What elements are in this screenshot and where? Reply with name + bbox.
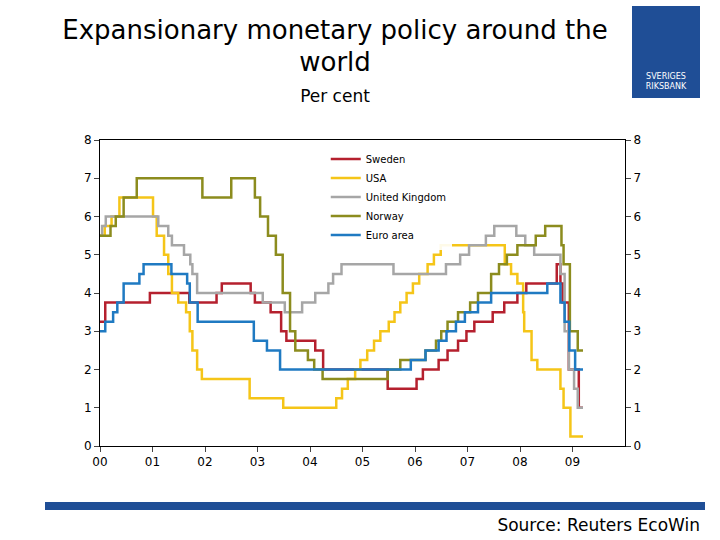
svg-text:05: 05 [355,455,370,469]
svg-text:Sweden: Sweden [366,154,406,165]
html-text:Per cent: Per cent [300,86,370,106]
svg-text:United Kingdom: United Kingdom [366,192,446,203]
svg-text:3: 3 [633,324,641,338]
svg-text:8: 8 [84,133,92,147]
svg-text:Norway: Norway [366,211,404,222]
svg-text:8: 8 [633,133,641,147]
html-text:SVERIGES RIKSBANK: SVERIGES RIKSBANK [645,72,687,91]
svg-text:7: 7 [633,171,641,185]
svg-text:USA: USA [366,173,387,184]
svg-text:09: 09 [565,455,580,469]
svg-text:06: 06 [407,455,422,469]
svg-text:1: 1 [633,401,641,415]
svg-text:01: 01 [145,455,160,469]
svg-text:07: 07 [460,455,475,469]
svg-text:4: 4 [84,286,92,300]
svg-text:02: 02 [197,455,212,469]
html-text:Expansionary monetary policy a: Expansionary monetary policy around the … [62,15,608,77]
svg-text:04: 04 [302,455,317,469]
svg-text:6: 6 [633,210,641,224]
svg-text:5: 5 [633,248,641,262]
svg-text:03: 03 [250,455,265,469]
svg-text:Euro area: Euro area [366,230,414,241]
svg-text:00: 00 [92,455,107,469]
svg-text:2: 2 [633,363,641,377]
svg-text:2: 2 [84,363,92,377]
svg-text:7: 7 [84,171,92,185]
svg-text:5: 5 [84,248,92,262]
svg-text:0: 0 [84,439,92,453]
svg-text:4: 4 [633,286,641,300]
svg-text:1: 1 [84,401,92,415]
html-text:Source: Reuters EcoWin: Source: Reuters EcoWin [497,515,700,535]
svg-text:6: 6 [84,210,92,224]
svg-text:3: 3 [84,324,92,338]
svg-text:0: 0 [633,439,641,453]
svg-text:08: 08 [512,455,527,469]
